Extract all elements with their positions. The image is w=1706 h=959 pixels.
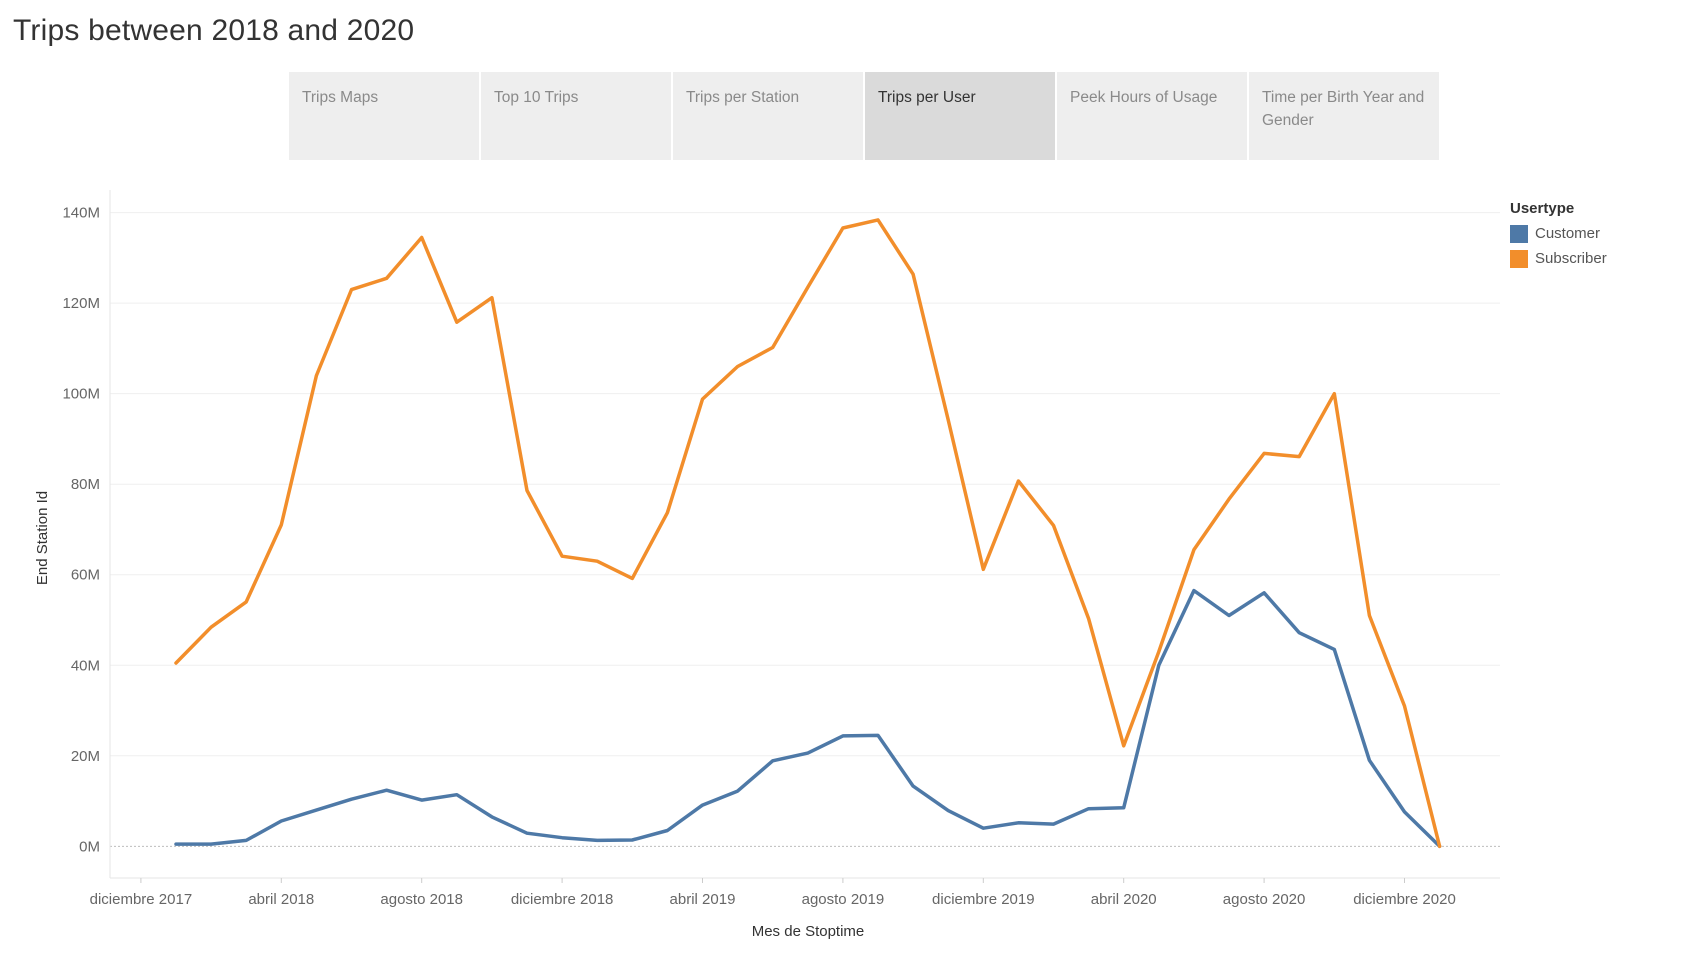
y-tick-label: 20M [71,748,100,765]
legend: Usertype Customer Subscriber [1510,200,1607,271]
x-tick-label: agosto 2019 [802,891,885,908]
y-tick-label: 100M [62,386,100,403]
dashboard-tabs: Trips Maps Top 10 Trips Trips per Statio… [289,72,1441,160]
tab-trips-per-station[interactable]: Trips per Station [673,72,863,160]
series-line-subscriber[interactable] [174,218,1442,849]
legend-item-customer[interactable]: Customer [1510,221,1607,246]
y-tick-label: 60M [71,567,100,584]
legend-label-customer: Customer [1535,225,1601,242]
x-tick-label: agosto 2018 [380,891,463,908]
tab-peek-hours-of-usage[interactable]: Peek Hours of Usage [1057,72,1247,160]
legend-swatch-subscriber [1510,249,1528,268]
x-axis-title: Mes de Stoptime [752,923,865,940]
tick-labels: 0M 20M 40M 60M 80M 100M 120M 140M diciembre 2017… [62,205,1455,908]
x-tick-label: agosto 2020 [1223,891,1306,908]
x-tick-label: diciembre 2017 [90,891,193,908]
x-tick-label: abril 2020 [1091,891,1157,908]
tab-trips-maps[interactable]: Trips Maps [289,72,479,160]
y-tick-label: 120M [62,295,100,312]
x-tick-label: diciembre 2019 [932,891,1035,908]
legend-swatch-customer [1510,224,1528,243]
gridlines [110,212,1500,847]
tab-time-per-birth-year-and-gender[interactable]: Time per Birth Year and Gender [1249,72,1439,160]
tab-top-10-trips[interactable]: Top 10 Trips [481,72,671,160]
x-tick-label: abril 2019 [670,891,736,908]
x-tick-label: abril 2018 [248,891,314,908]
y-tick-label: 40M [71,657,100,674]
x-tick-label: diciembre 2020 [1353,891,1456,908]
series-line-customer[interactable] [174,588,1442,849]
legend-item-subscriber[interactable]: Subscriber [1510,246,1607,271]
y-tick-label: 80M [71,476,100,493]
series-lines [174,218,1442,849]
page-title: Trips between 2018 and 2020 [13,14,415,47]
tab-trips-per-user[interactable]: Trips per User [865,72,1055,160]
y-tick-label: 140M [62,205,100,222]
axes [109,190,1500,883]
y-axis-title: End Station Id [34,491,51,585]
y-tick-label: 0M [79,838,100,855]
x-tick-label: diciembre 2018 [511,891,614,908]
legend-label-subscriber: Subscriber [1535,250,1607,267]
legend-title: Usertype [1510,200,1575,217]
